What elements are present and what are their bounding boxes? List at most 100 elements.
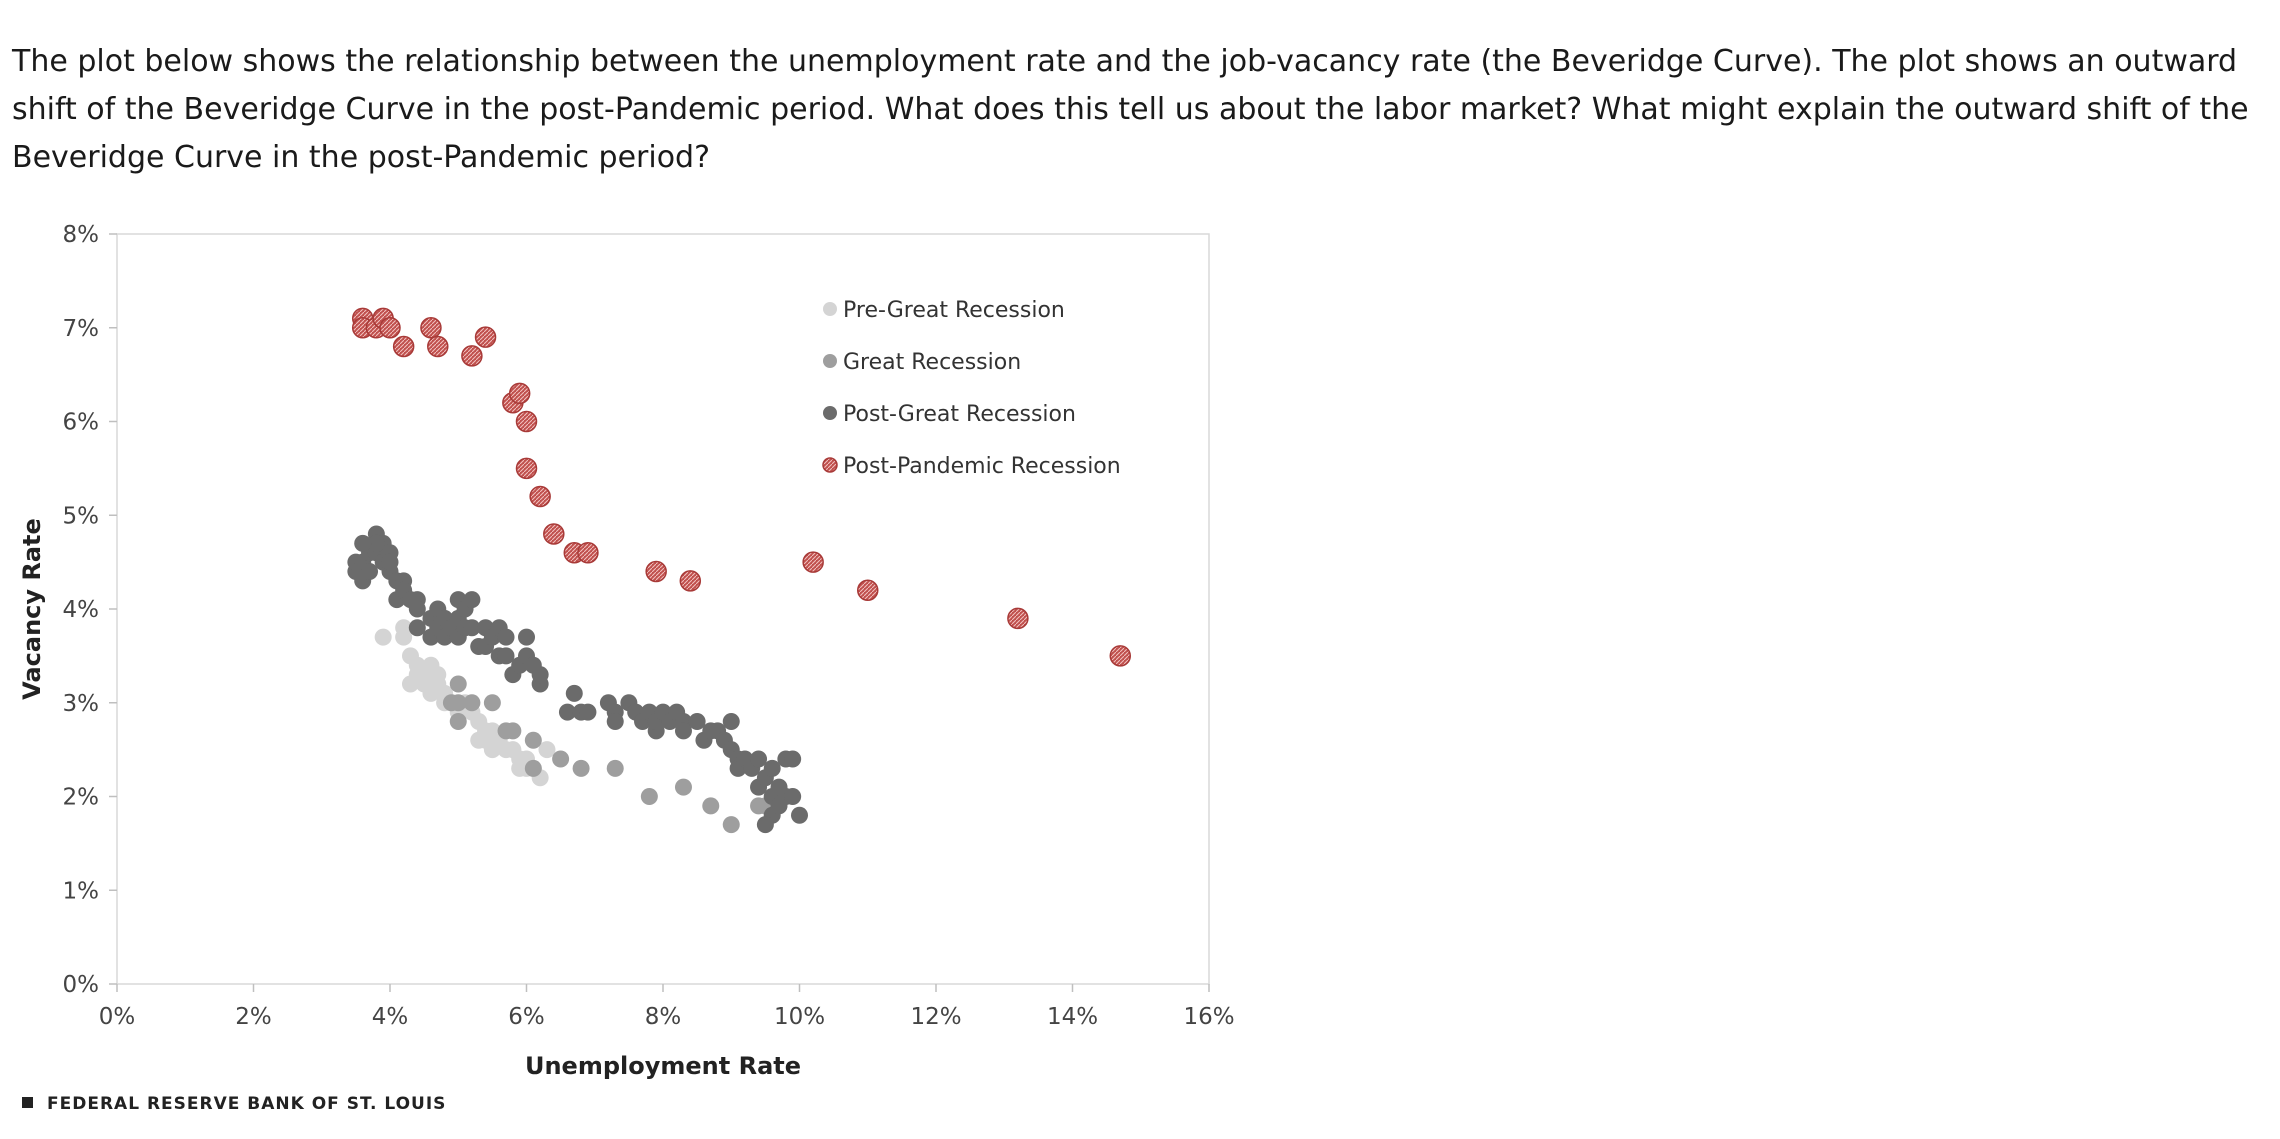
legend-label: Great Recession: [843, 350, 1021, 375]
x-axis-title: Unemployment Rate: [525, 1052, 801, 1080]
legend-marker: [823, 302, 837, 316]
point-post-great-recession: [674, 722, 692, 740]
point-post-great-recession: [408, 619, 426, 637]
point-pre-great-recession: [483, 741, 501, 759]
legend-marker: [823, 354, 837, 368]
x-tick-label: 16%: [1183, 1004, 1234, 1030]
x-tick-label: 4%: [372, 1004, 409, 1030]
point-post-pandemic-recession: [679, 570, 702, 592]
y-tick-label: 8%: [63, 222, 100, 248]
x-axis: 0% 2% 4% 6% 8% 10% 12% 14% 16%: [99, 984, 1235, 1030]
point-great-recession: [552, 750, 570, 768]
point-post-pandemic-recession: [379, 317, 401, 339]
x-tick-label: 14%: [1047, 1004, 1098, 1030]
point-post-great-recession: [531, 666, 549, 684]
beveridge-curve-chart: 0% 1% 2% 3% 4% 5% 6% 7% 8% 0% 2% 4% 6% 8% 10% 12% 14% 16…: [0, 200, 1280, 1134]
legend: Pre-Great Recession Great Recession Post-G…: [822, 298, 1121, 479]
point-pre-great-recession: [538, 741, 556, 759]
point-post-pandemic-recession: [543, 523, 565, 545]
y-tick-label: 1%: [63, 878, 100, 904]
point-post-pandemic-recession: [529, 485, 551, 508]
point-post-pandemic-recession: [515, 410, 538, 433]
point-pre-great-recession: [511, 759, 529, 777]
y-axis: 0% 1% 2% 3% 4% 5% 6% 7% 8%: [63, 222, 117, 998]
point-post-great-recession: [361, 563, 379, 580]
point-post-great-recession: [791, 806, 808, 824]
y-tick-label: 6%: [63, 410, 100, 436]
point-great-recession: [640, 788, 658, 805]
point-post-great-recession: [354, 534, 372, 552]
point-great-recession: [442, 694, 460, 712]
point-post-great-recession: [579, 703, 597, 721]
legend-label: Post-Pandemic Recession: [843, 454, 1121, 479]
point-great-recession: [722, 816, 740, 834]
point-great-recession: [674, 778, 692, 796]
x-tick-label: 6%: [508, 1004, 545, 1030]
point-post-great-recession: [688, 713, 706, 730]
point-post-great-recession: [722, 713, 740, 730]
point-post-pandemic-recession: [427, 335, 449, 358]
x-tick-label: 12%: [910, 1004, 961, 1030]
x-tick-label: 8%: [645, 1004, 682, 1030]
point-post-pandemic-recession: [508, 382, 531, 405]
point-post-great-recession: [463, 591, 481, 609]
point-post-great-recession: [565, 684, 583, 702]
point-post-pandemic-recession: [577, 542, 599, 564]
point-great-recession: [606, 759, 624, 777]
point-great-recession: [702, 797, 720, 815]
y-tick-label: 4%: [63, 597, 100, 623]
point-post-great-recession: [763, 759, 781, 777]
y-tick-label: 3%: [63, 691, 100, 717]
point-great-recession: [504, 722, 522, 740]
point-post-pandemic-recession: [1109, 645, 1132, 667]
y-tick-label: 5%: [63, 503, 100, 529]
point-great-recession: [483, 694, 501, 712]
point-post-great-recession: [463, 619, 481, 637]
point-post-pandemic-recession: [645, 560, 667, 583]
point-great-recession: [524, 759, 542, 777]
point-post-pandemic-recession: [515, 457, 538, 480]
data-points: [347, 307, 1132, 834]
source-label: FEDERAL RESERVE BANK OF ST. LOUIS: [47, 1094, 446, 1114]
plot-area: [116, 233, 1210, 985]
point-post-great-recession: [750, 750, 768, 768]
y-axis-title: Vacancy Rate: [18, 518, 46, 700]
point-post-pandemic-recession: [420, 317, 442, 339]
chart-svg: 0% 1% 2% 3% 4% 5% 6% 7% 8% 0% 2% 4% 6% 8% 10% 12% 14% 16…: [18, 222, 1235, 1114]
point-post-great-recession: [408, 600, 426, 618]
point-pre-great-recession: [470, 731, 488, 749]
point-post-great-recession: [497, 647, 515, 665]
point-post-pandemic-recession: [461, 345, 483, 367]
y-tick-label: 2%: [63, 785, 100, 811]
point-great-recession: [449, 675, 467, 693]
point-post-great-recession: [558, 703, 576, 721]
x-tick-label: 0%: [99, 1004, 136, 1030]
point-post-pandemic-recession: [857, 579, 879, 601]
point-great-recession: [463, 694, 481, 712]
point-great-recession: [572, 759, 590, 777]
x-tick-label: 10%: [774, 1004, 825, 1030]
point-post-great-recession: [606, 713, 624, 730]
question-text: The plot below shows the relationship be…: [12, 44, 2249, 175]
point-post-pandemic-recession: [1007, 607, 1029, 630]
point-great-recession: [524, 731, 542, 749]
legend-marker: [822, 457, 838, 473]
point-post-pandemic-recession: [474, 326, 497, 348]
point-post-great-recession: [756, 816, 774, 834]
point-pre-great-recession: [408, 666, 426, 684]
legend-marker: [823, 406, 837, 420]
point-post-great-recession: [497, 628, 515, 646]
legend-label: Post-Great Recession: [843, 402, 1076, 427]
y-tick-label: 0%: [63, 972, 100, 998]
x-tick-label: 2%: [235, 1004, 272, 1030]
point-post-great-recession: [784, 750, 802, 768]
point-post-pandemic-recession: [392, 335, 415, 358]
point-post-great-recession: [381, 553, 399, 571]
y-tick-label: 7%: [63, 316, 100, 342]
point-post-great-recession: [518, 628, 535, 646]
legend-label: Pre-Great Recession: [843, 298, 1065, 323]
point-pre-great-recession: [374, 628, 392, 646]
point-great-recession: [449, 713, 467, 730]
point-pre-great-recession: [395, 619, 413, 637]
point-post-pandemic-recession: [802, 551, 824, 573]
